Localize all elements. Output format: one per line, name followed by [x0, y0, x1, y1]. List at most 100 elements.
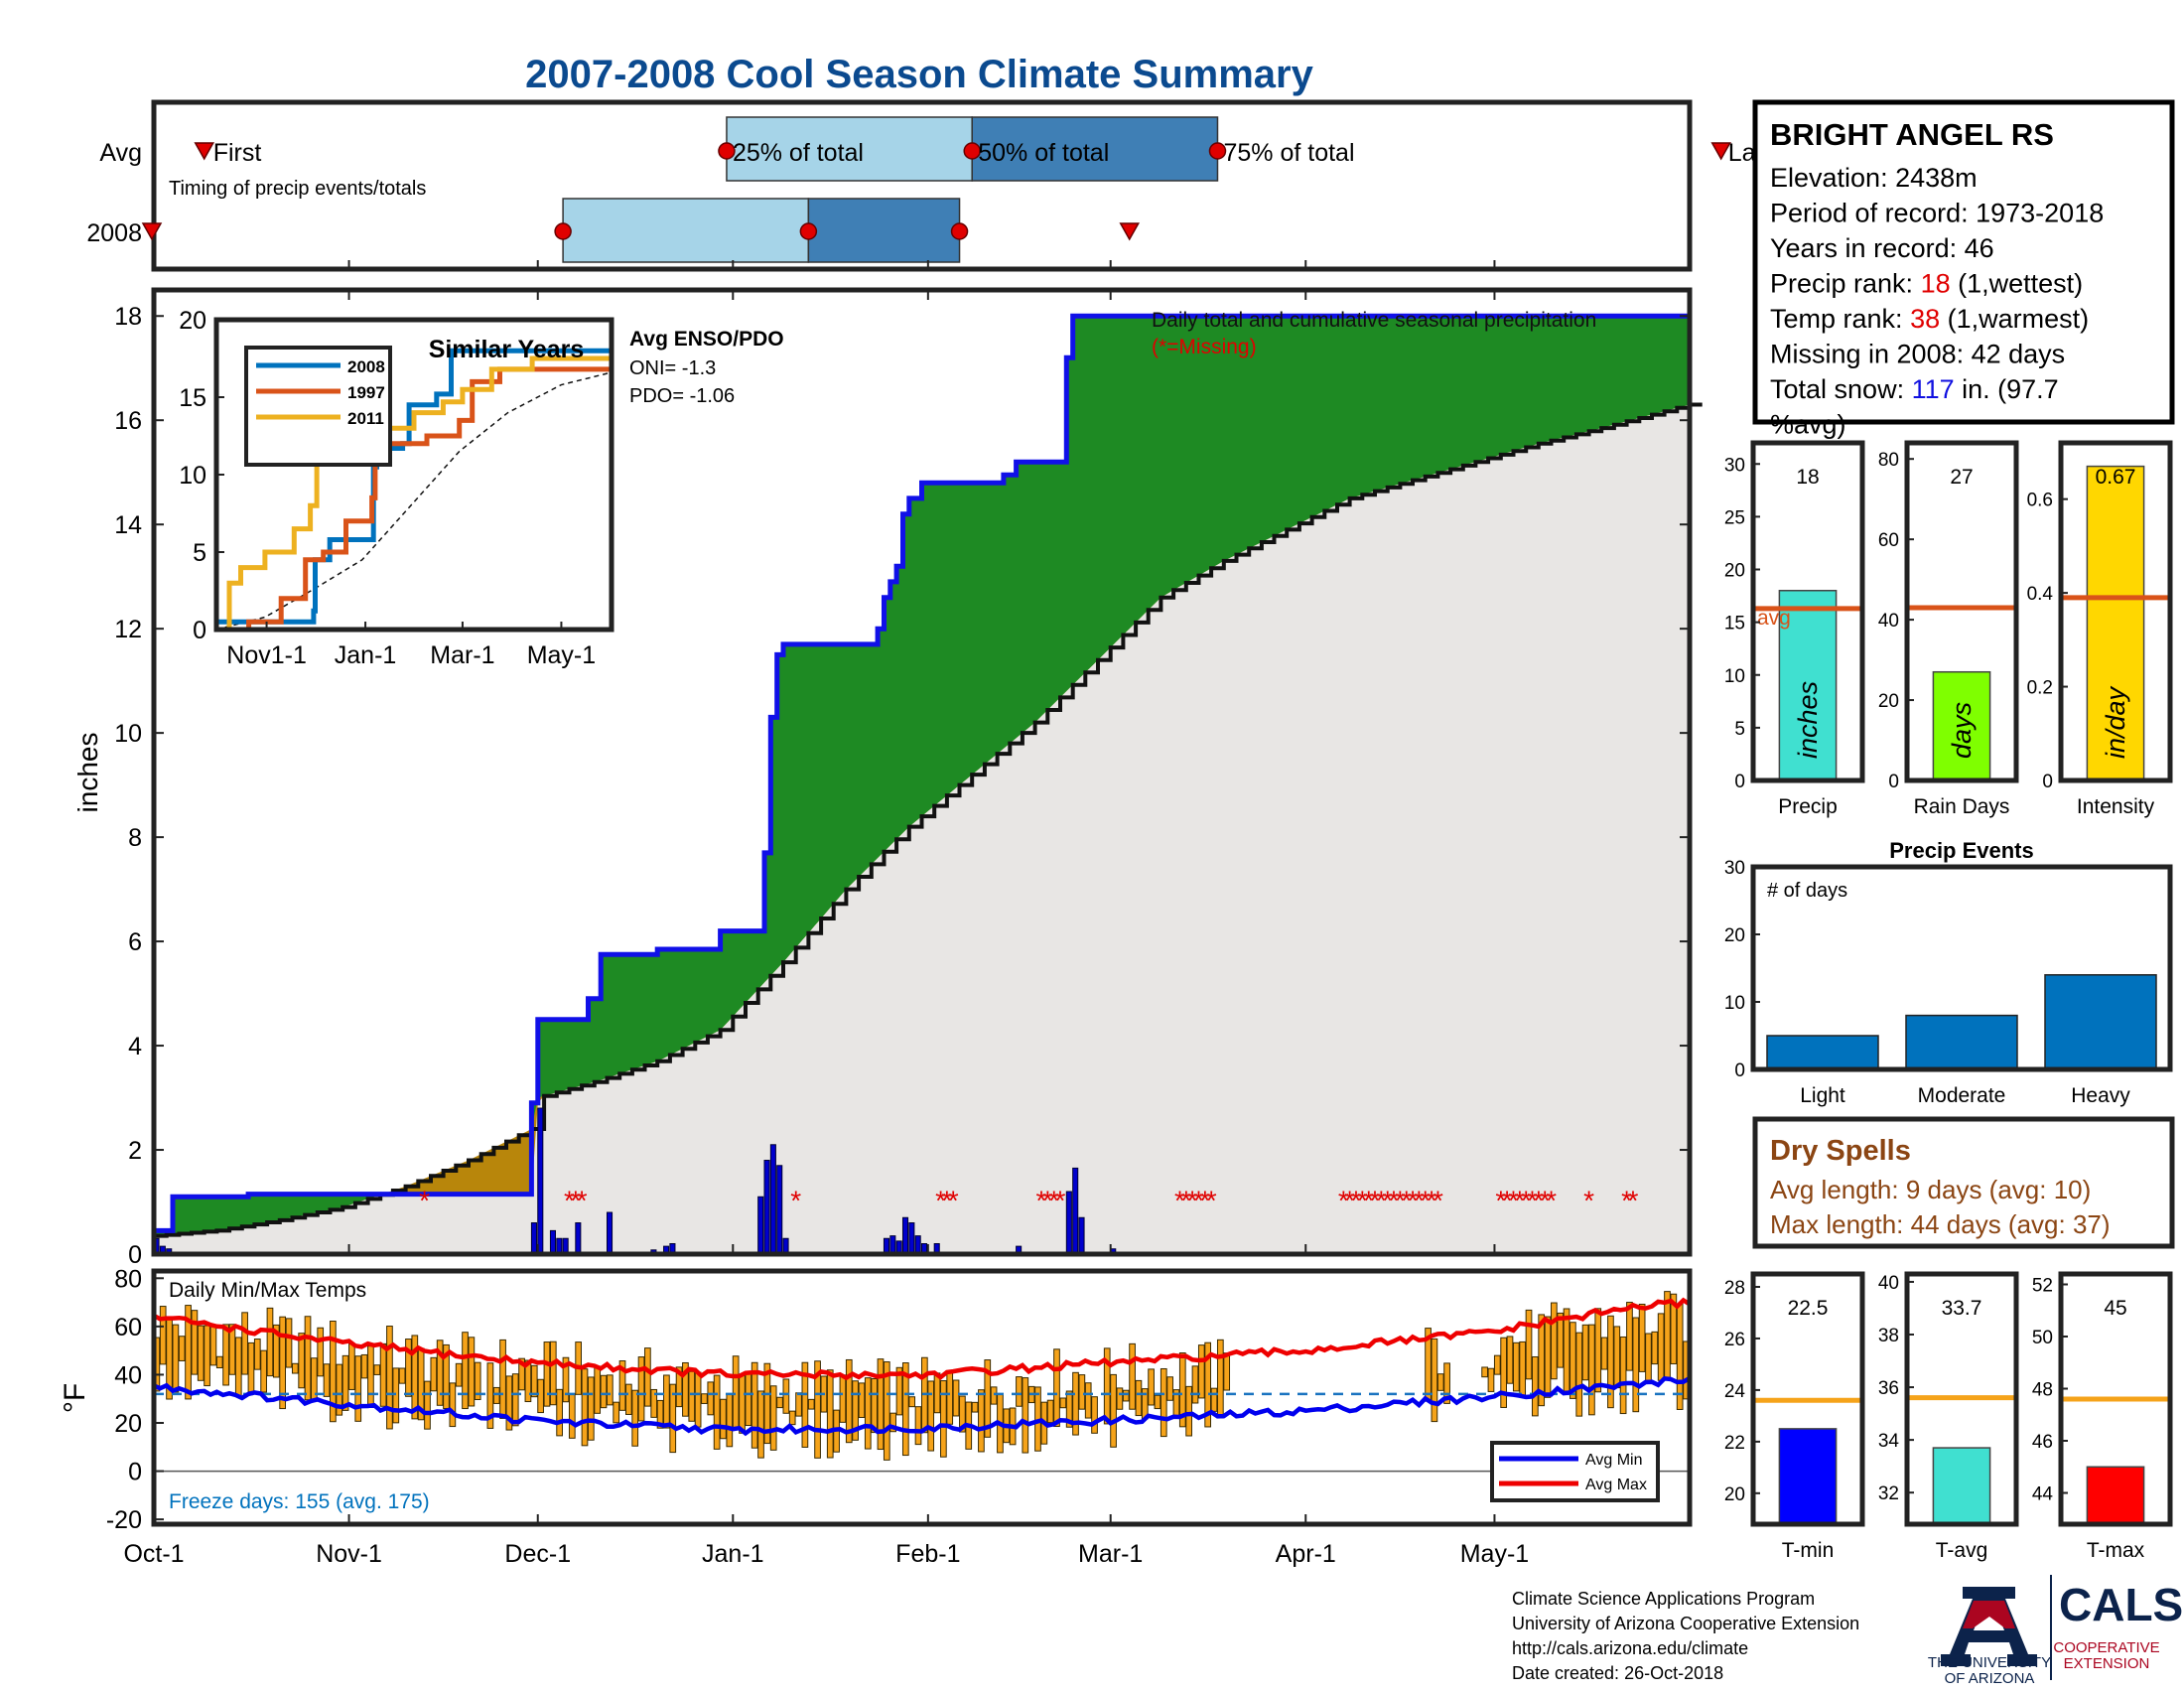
daily-temp-bar — [914, 1406, 922, 1446]
missing-day-marker: * — [790, 1186, 801, 1216]
daily-temp-bar — [713, 1374, 721, 1450]
main-ytick-label: 10 — [114, 720, 142, 748]
daily-temp-bar — [285, 1318, 293, 1368]
small-ytick-label: 46 — [2032, 1432, 2053, 1453]
daily-temp-bar — [241, 1312, 248, 1375]
events-ytick-label: 30 — [1724, 858, 1745, 879]
missing-day-marker: * — [1395, 1186, 1406, 1216]
missing-day-marker: * — [419, 1186, 430, 1216]
temp-legend-box — [1490, 1441, 1660, 1502]
daily-temp-bar — [776, 1396, 783, 1409]
daily-temp-bar — [568, 1393, 576, 1439]
main-ytick-label: 16 — [114, 407, 142, 435]
daily-temp-bar — [260, 1349, 267, 1393]
inset-legend-2008: 2008 — [347, 357, 385, 376]
daily-temp-bar — [858, 1382, 866, 1418]
daily-temp-bar — [204, 1325, 210, 1387]
small-ytick-label: 34 — [1878, 1431, 1900, 1452]
station-info-part: (1,warmest) — [1940, 304, 2089, 334]
daily-temp-bar — [1607, 1315, 1614, 1409]
daily-temp-bar — [1053, 1348, 1060, 1428]
daily-temp-bar — [468, 1337, 476, 1407]
dry-spells-box: Dry Spells Avg length: 9 days (avg: 10) … — [1752, 1116, 2175, 1249]
small-chart-frame — [2058, 440, 2173, 783]
small-ytick-label: 80 — [1878, 450, 1899, 471]
daily-temp-bar — [209, 1326, 217, 1366]
timing-avg-p25-marker — [718, 142, 736, 160]
missing-day-marker: * — [1382, 1186, 1393, 1216]
small-chart-xlabel: Precip — [1778, 795, 1838, 818]
daily-temp-bar — [1544, 1316, 1552, 1398]
avg-50-75-box — [971, 116, 1219, 182]
daily-temp-bar — [462, 1332, 469, 1410]
daily-temp-bar — [1059, 1397, 1067, 1409]
daily-temp-bar — [499, 1339, 506, 1419]
daily-temp-bar — [901, 1362, 909, 1457]
daily-temp-bar — [946, 1370, 954, 1425]
daily-temp-bar — [228, 1324, 236, 1375]
event-bar-Moderate — [1905, 1014, 2018, 1070]
timing-2008-p25-marker — [554, 222, 572, 240]
daily-temp-bar — [1443, 1362, 1450, 1404]
small-ytick-label: 20 — [1724, 561, 1745, 582]
missing-day-marker: * — [1206, 1186, 1217, 1216]
daily-temp-bar — [1638, 1303, 1646, 1372]
daily-temp-bar — [492, 1386, 500, 1404]
small-chart-frame — [1904, 1271, 2019, 1527]
small-bar-average-label: avg — [1757, 607, 1791, 630]
similar-years-inset: 0 5 10 15 20 Nov1-1 Jan-1 Mar-1 May-1 Similar Ye… — [179, 307, 783, 669]
station-info-part: Precip rank: — [1770, 269, 1921, 299]
daily-temp-bar — [613, 1401, 620, 1424]
daily-temp-bar — [424, 1380, 431, 1430]
station-info-line: Elevation: 2438m — [1770, 163, 1978, 193]
missing-day-marker: * — [1546, 1186, 1557, 1216]
small-ytick-label: 40 — [1878, 611, 1899, 632]
daily-temp-bar — [663, 1374, 670, 1429]
small-ytick-label: 52 — [2032, 1276, 2053, 1297]
timing-row-avg-label: Avg — [99, 139, 142, 167]
dry-spells-title: Dry Spells — [1770, 1135, 1911, 1167]
small-chart-frame — [1750, 440, 1865, 783]
small-bar-value-label: 18 — [1796, 466, 1819, 489]
small-ytick-label: 40 — [1878, 1273, 1899, 1294]
daily-precip-bar — [530, 1222, 537, 1255]
small-ytick-label: 32 — [1878, 1483, 1899, 1504]
missing-day-marker: * — [948, 1186, 959, 1216]
daily-temp-bar — [763, 1362, 771, 1445]
station-info-line: Missing in 2008: 42 days — [1770, 340, 2065, 369]
small-ytick-label: 50 — [2032, 1328, 2053, 1348]
daily-temp-bar — [291, 1362, 299, 1374]
daily-temp-bar — [1600, 1337, 1608, 1370]
daily-temp-bar — [581, 1368, 589, 1447]
daily-temp-bar — [1626, 1302, 1633, 1371]
missing-day-marker: * — [1376, 1186, 1387, 1216]
station-info-part: %avg) — [1770, 410, 1846, 440]
daily-temp-bar — [1185, 1385, 1192, 1437]
footer-line-3: http://cals.arizona.edu/climate — [1512, 1638, 1748, 1658]
daily-temp-bar — [952, 1379, 960, 1417]
footer-line-4: Date created: 26-Oct-2018 — [1512, 1663, 1723, 1683]
cumulative-2008-line — [154, 313, 1690, 1233]
small-ytick-label: 30 — [1724, 455, 1745, 476]
dry-spells-max: Max length: 44 days (avg: 37) — [1770, 1209, 2111, 1239]
daily-temp-bar — [990, 1386, 998, 1405]
missing-day-marker: * — [935, 1186, 946, 1216]
daily-precip-bar — [776, 1165, 783, 1255]
small-ytick-label: 48 — [2032, 1380, 2053, 1401]
daily-temp-bar — [895, 1366, 903, 1416]
daily-precip-bar — [763, 1160, 770, 1255]
missing-day-marker: * — [1401, 1186, 1412, 1216]
daily-temp-bar — [1557, 1312, 1565, 1368]
daily-temp-bar — [1191, 1365, 1199, 1404]
inset-legend-1997: 1997 — [347, 383, 385, 402]
missing-day-marker: * — [1363, 1186, 1374, 1216]
small-ytick-label: 0 — [2042, 772, 2053, 792]
missing-day-marker: * — [564, 1186, 575, 1216]
daily-temp-bar — [524, 1359, 532, 1403]
shared-base-area — [154, 404, 1690, 1254]
daily-temp-bar — [745, 1371, 752, 1427]
timing-panel: Avg 2008 Timing of precip events/totals … — [86, 99, 1775, 272]
daily-temp-bar — [367, 1345, 374, 1407]
daily-temp-bar — [594, 1365, 602, 1414]
